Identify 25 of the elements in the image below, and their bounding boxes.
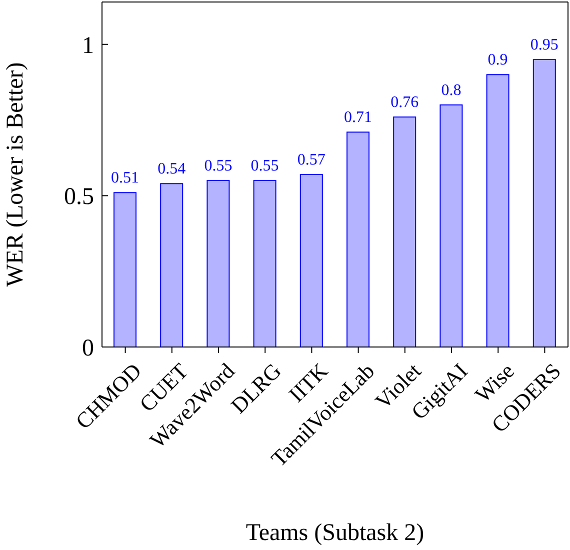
- bar: [253, 180, 276, 347]
- data-label: 0.51: [111, 170, 139, 187]
- data-label: 0.71: [344, 109, 372, 126]
- data-label: 0.95: [530, 36, 558, 54]
- data-label: 0.8: [441, 82, 462, 99]
- bar: [300, 174, 323, 347]
- bar: [114, 192, 136, 347]
- bar: [346, 132, 370, 347]
- data-label: 0.54: [158, 160, 186, 178]
- y-tick-label: 1: [82, 32, 94, 59]
- x-axis-title: Teams (Subtask 2): [246, 520, 424, 546]
- bar: [160, 183, 184, 347]
- data-label: 0.55: [250, 158, 279, 175]
- bar: [206, 180, 230, 347]
- bar: [393, 116, 416, 347]
- data-label: 0.57: [297, 152, 326, 168]
- data-label: 0.55: [204, 158, 232, 175]
- y-tick-label: 0: [82, 336, 94, 362]
- data-label: 0.9: [488, 52, 508, 69]
- bar: [532, 59, 556, 347]
- bar: [440, 104, 463, 347]
- data-label: 0.76: [390, 94, 419, 111]
- y-tick-label: 0.5: [64, 184, 94, 210]
- bar: [486, 74, 510, 347]
- y-axis-title: WER (Lower is Better): [2, 62, 29, 287]
